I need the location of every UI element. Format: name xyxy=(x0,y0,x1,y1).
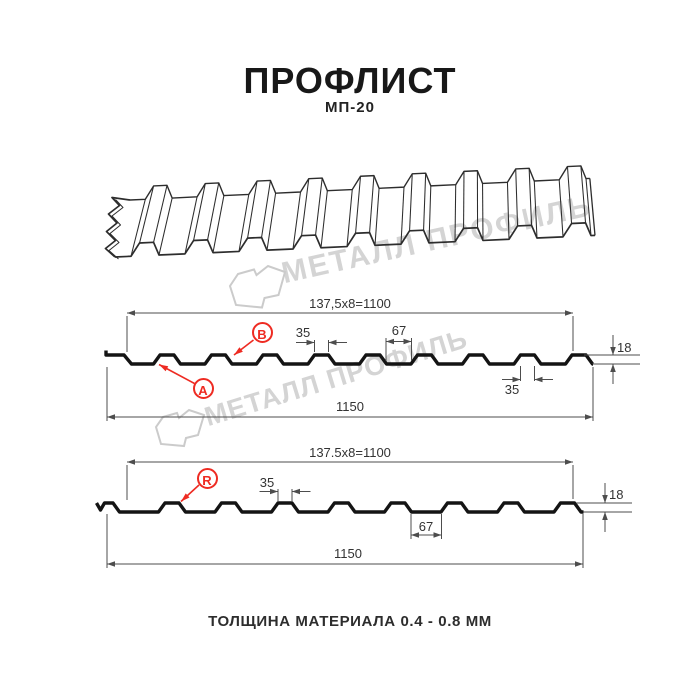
label-a-bubble: A xyxy=(192,377,214,399)
dim-rib-bottom-67-b: 67 xyxy=(419,519,433,534)
brand-logo-lower xyxy=(154,408,206,448)
sheet-far-edge xyxy=(129,165,590,201)
profile-section-top xyxy=(104,350,595,366)
sheet-cut-end xyxy=(104,196,131,258)
sheet-3d-sketch xyxy=(104,165,596,260)
dim-working-width-top: 137,5x8=1100 xyxy=(309,296,391,311)
dim-working-width-bottom: 137.5x8=1100 xyxy=(309,445,391,460)
dim-rib-bottom-67: 67 xyxy=(392,323,406,338)
dim-overall-1150-b: 1150 xyxy=(334,546,362,561)
dim-height-18: 18 xyxy=(617,340,631,355)
sheet-cut-end-inner xyxy=(108,199,124,260)
brand-logo-upper xyxy=(228,264,287,309)
dimensions-top-section: 137,5x8=1100 35 67 18 35 1150 xyxy=(106,296,640,421)
dim-overall-1150-top: 1150 xyxy=(336,399,364,414)
profile-bottom-outline xyxy=(95,501,584,514)
leader-arrow xyxy=(159,364,169,372)
leader-arrow xyxy=(234,347,243,355)
leader-arrow xyxy=(181,493,190,502)
label-b-bubble: B xyxy=(251,321,273,343)
dimensions-bottom-section: 137.5x8=1100 35 67 18 1150 xyxy=(106,445,632,568)
label-r-bubble: R xyxy=(196,467,218,489)
profile-top-outline xyxy=(104,350,595,366)
page-title: ПРОФЛИСТ xyxy=(243,60,457,101)
sheet-near-edge xyxy=(114,222,596,258)
profile-section-bottom xyxy=(95,501,584,514)
watermark-logos xyxy=(154,264,287,448)
material-thickness-note: ТОЛЩИНА МАТЕРИАЛА 0.4 - 0.8 ММ xyxy=(208,613,492,630)
dim-rib-top-35: 35 xyxy=(296,325,310,340)
dim-height-18-b: 18 xyxy=(609,487,623,502)
profile-model: МП-20 xyxy=(325,99,375,116)
dim-rib-top-35-b: 35 xyxy=(260,475,274,490)
dim-rib-top-35-right: 35 xyxy=(505,382,519,397)
